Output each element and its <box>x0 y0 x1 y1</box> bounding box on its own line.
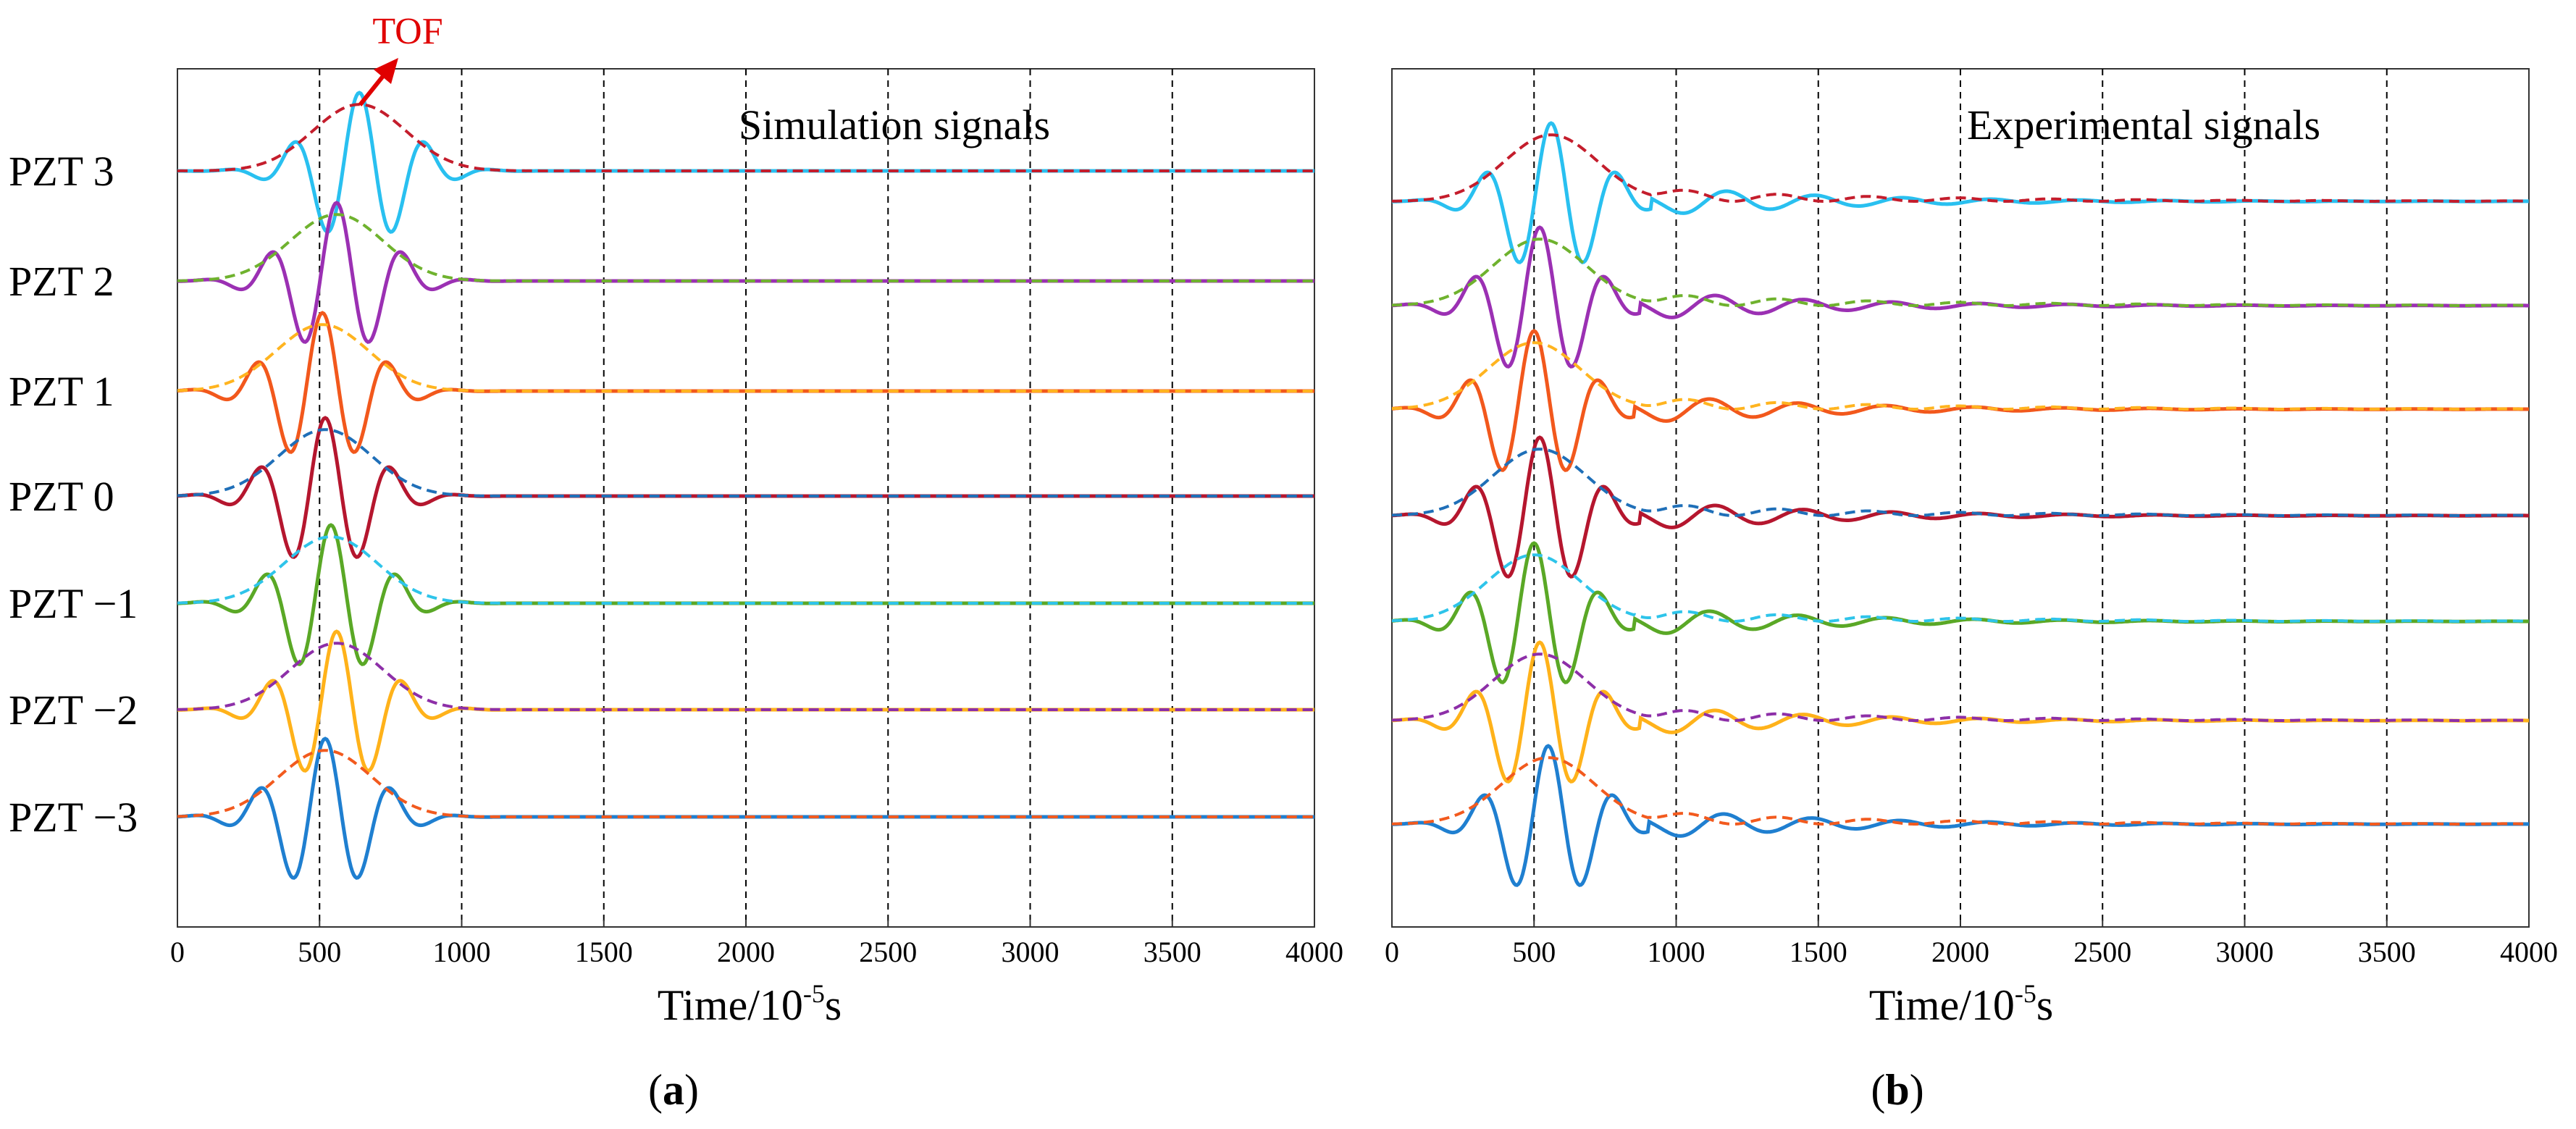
panelA-envelope-trace <box>177 323 1314 393</box>
panelA-tick-label: 500 <box>298 936 341 968</box>
tof-arrow-line <box>358 71 388 106</box>
row-label: PZT 3 <box>9 148 114 195</box>
row-label: PZT −2 <box>9 687 138 734</box>
panel-a-xlabel-prefix: Time/10 <box>658 981 803 1029</box>
panelB-tick-label: 2000 <box>1931 936 1989 968</box>
panel-a-xlabel: Time/10-5s <box>658 979 842 1029</box>
panelA-tick-label: 1500 <box>575 936 633 968</box>
panelA-tick-label: 2000 <box>717 936 775 968</box>
row-label: PZT −1 <box>9 580 138 627</box>
panel-b-xlabel-exp: -5 <box>2015 979 2036 1008</box>
row-label: PZT 2 <box>9 258 114 305</box>
panelB-tick-label: 4000 <box>2500 936 2558 968</box>
row-label: PZT 0 <box>9 473 114 520</box>
panelA-tick-label: 0 <box>170 936 185 968</box>
row-label: PZT 1 <box>9 368 114 415</box>
panel-a-traces <box>177 91 1314 880</box>
panel-b-xlabel: Time/10-5s <box>1869 979 2054 1029</box>
panelA-envelope-trace <box>177 428 1314 498</box>
panelB-envelope-trace <box>1392 238 2529 307</box>
panel-b-ticks: 0 500 1000 1500 2000 2500 3000 3500 4000 <box>1385 920 2558 968</box>
tof-label: TOF <box>372 11 442 52</box>
panelA-envelope-trace <box>177 535 1314 605</box>
panelB-tick-label: 3000 <box>2216 936 2274 968</box>
panel-a-caption-letter: a <box>663 1066 684 1114</box>
panelB-tick-label: 500 <box>1512 936 1556 968</box>
panelA-envelope-trace <box>177 103 1314 172</box>
panel-b-caption: (b) <box>1871 1066 1923 1114</box>
panelB-tick-label: 2500 <box>2073 936 2131 968</box>
panelA-tick-label: 3000 <box>1002 936 1060 968</box>
panel-a-caption: (a) <box>648 1066 699 1114</box>
panelA-envelope-trace <box>177 213 1314 282</box>
panelB-tick-label: 1500 <box>1790 936 1847 968</box>
panel-b-xlabel-suffix: s <box>2036 981 2053 1029</box>
panelA-tick-label: 1000 <box>433 936 491 968</box>
panel-a-xlabel-exp: -5 <box>803 979 825 1008</box>
panelB-tick-label: 0 <box>1385 936 1399 968</box>
tof-annotation: TOF <box>358 11 443 106</box>
row-label: PZT −3 <box>9 794 138 841</box>
panelA-tick-label: 2500 <box>859 936 917 968</box>
panel-a-ticks: 0 500 1000 1500 2000 2500 3000 3500 4000 <box>170 920 1343 968</box>
panel-a-title: Simulation signals <box>739 101 1050 148</box>
panelB-envelope-trace <box>1392 553 2529 623</box>
tof-arrowhead <box>374 58 398 84</box>
panel-b-traces <box>1392 121 2529 887</box>
panelB-envelope-trace <box>1392 756 2529 826</box>
panelA-tick-label: 3500 <box>1144 936 1201 968</box>
panel-a-row-labels: PZT 3 PZT 2 PZT 1 PZT 0 PZT −1 PZT −2 PZT −3 <box>9 148 138 841</box>
panelB-envelope-trace <box>1392 133 2529 203</box>
panel-a-xlabel-suffix: s <box>825 981 842 1029</box>
panelA-envelope-trace <box>177 749 1314 818</box>
panelB-envelope-trace <box>1392 341 2529 411</box>
panelA-envelope-trace <box>177 642 1314 711</box>
panelB-tick-label: 1000 <box>1648 936 1706 968</box>
panelB-tick-label: 3500 <box>2358 936 2416 968</box>
panel-b-title: Experimental signals <box>1967 101 2320 148</box>
panelB-envelope-trace <box>1392 448 2529 517</box>
panel-b-xlabel-prefix: Time/10 <box>1869 981 2015 1029</box>
panel-b-caption-letter: b <box>1885 1066 1909 1114</box>
panelA-tick-label: 4000 <box>1285 936 1343 968</box>
panelB-envelope-trace <box>1392 652 2529 722</box>
